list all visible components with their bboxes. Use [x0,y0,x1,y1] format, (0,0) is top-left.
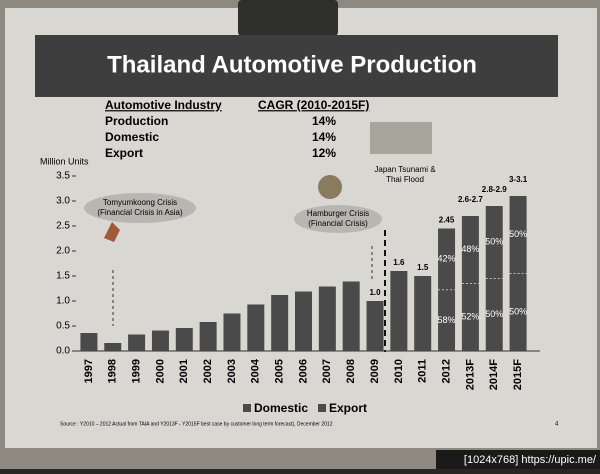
watermark-bg [436,450,600,469]
x-tick-label: 2008 [345,359,357,383]
y-tick-label: 1.0 [56,296,70,307]
y-tick-label: 0.5 [56,321,70,332]
x-tick-label: 2007 [321,359,333,383]
value-label: 3-3.1 [509,175,528,184]
table-cell: 14% [312,130,336,144]
value-label: 2.45 [439,216,455,225]
table-header: Automotive Industry [105,98,222,112]
tsunami-photo [370,122,432,154]
bar [247,304,265,351]
x-tick-label: 2010 [393,359,405,383]
y-tick-label: 2.0 [56,246,70,257]
value-label: 2.8-2.9 [482,185,507,194]
x-tick-label: 1999 [131,359,143,383]
shrimp-icon [104,222,120,242]
legend-label: Export [329,401,367,415]
split-label: 42% [438,254,456,264]
x-tick-label: 2006 [297,359,309,383]
bar [342,281,360,351]
x-tick-label: 2015F [512,359,524,390]
split-label: 50% [509,307,527,317]
legend-swatch [243,404,251,412]
annotation-bubble [294,205,382,233]
value-label: 2.6-2.7 [458,195,483,204]
x-tick-label: 2014F [488,359,500,390]
table-cell: Production [105,114,168,128]
bar [128,334,146,351]
chart-title: Thailand Automotive Production [107,51,477,78]
annotation: Thai Flood [386,175,424,184]
annotation: Hamburger Crisis [307,209,369,218]
bar [199,322,217,351]
y-tick-label: 2.5 [56,221,70,232]
bar [271,295,289,351]
y-tick-label: 3.5 [56,171,70,182]
watermark: [1024x768] https://upic.me/ [464,454,597,466]
bar [318,286,336,351]
x-tick-label: 2005 [274,359,286,383]
x-tick-label: 2004 [250,358,262,383]
table-cell: 14% [312,114,336,128]
bar [151,330,169,351]
split-label: 58% [438,315,456,325]
table-cell: Domestic [105,130,159,144]
y-axis-label: Million Units [40,156,89,166]
bar [390,271,408,351]
x-tick-label: 2009 [369,359,381,383]
value-label: 1.6 [393,258,405,267]
annotation: Tomyumkoong Crisis [103,198,177,207]
x-tick-label: 2013F [464,359,476,390]
bar [104,343,122,351]
legend-label: Domestic [254,401,308,415]
bar [414,276,432,351]
x-tick-label: 2002 [202,359,214,383]
split-label: 50% [485,309,503,319]
value-label: 1.0 [369,288,381,297]
bar [366,301,384,351]
x-tick-label: 2003 [226,359,238,383]
burger-icon [318,175,342,199]
x-tick-label: 1998 [107,359,119,383]
annotation-bubble [84,193,196,223]
annotation: (Financial Crisis in Asia) [97,208,183,217]
bar [223,313,241,351]
legend-swatch [318,404,326,412]
bar [175,328,193,351]
table-cell: Export [105,146,143,160]
y-tick-label: 1.5 [56,271,70,282]
split-label: 48% [461,244,479,254]
x-tick-label: 2000 [154,359,166,383]
x-tick-label: 2011 [417,359,429,383]
annotation: (Financial Crisis) [308,219,368,228]
split-label: 50% [509,229,527,239]
page-number: 4 [555,422,559,428]
source: Source : Y2010 – 2012 Actual from TAIA a… [60,421,333,427]
table-cell: 12% [312,146,336,160]
value-label: 1.5 [417,263,429,272]
x-tick-label: 1997 [83,359,95,383]
x-tick-label: 2012 [440,359,452,383]
bar [80,333,98,351]
annotation: Japan Tsunami & [374,165,436,174]
bottle [238,0,338,36]
bar [295,291,312,351]
x-tick-label: 2001 [178,359,190,383]
split-label: 50% [485,237,503,247]
table-header: CAGR (2010-2015F) [258,98,369,112]
split-label: 52% [461,312,479,322]
y-tick-label: 0.0 [56,346,70,357]
title-bar [35,35,558,97]
y-tick-label: 3.0 [56,196,70,207]
